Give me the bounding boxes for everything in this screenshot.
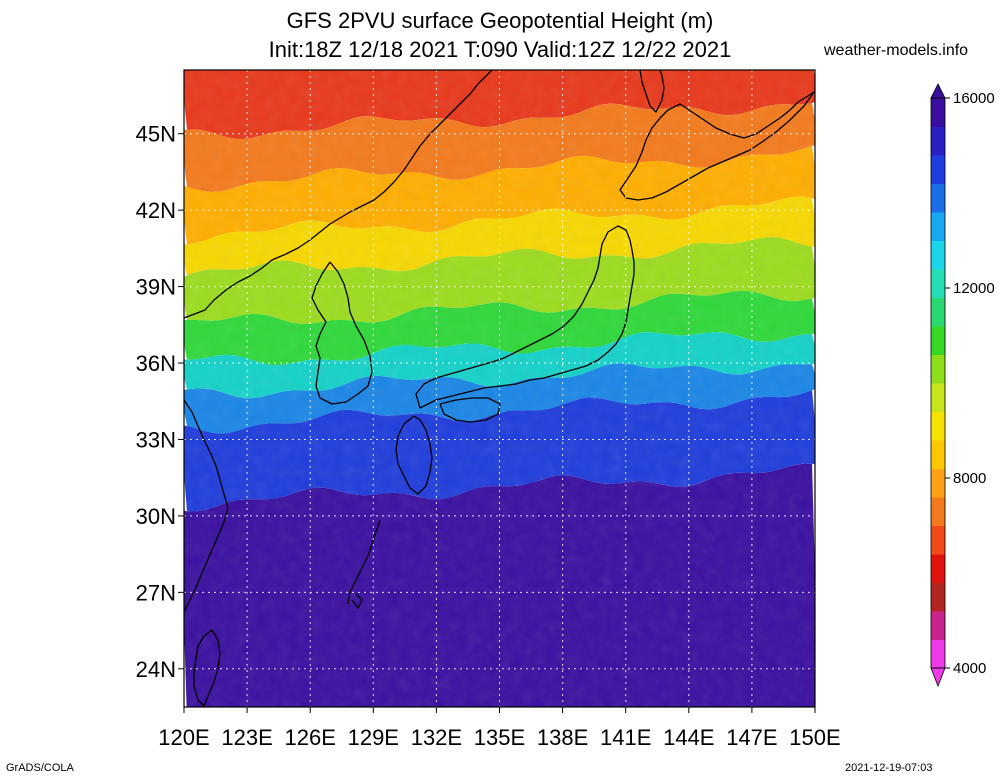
lon-tick-label: 141E [600, 725, 651, 750]
colorbar-segment [931, 240, 945, 270]
lat-tick-label: 36N [136, 351, 176, 376]
coastline-taiwan [193, 629, 221, 707]
site-credit: weather-models.info [824, 42, 969, 59]
lat-tick-label: 24N [136, 657, 176, 682]
colorbar-segment [931, 411, 945, 441]
colorbar-segment [931, 326, 945, 355]
lat-tick-label: 45N [136, 122, 176, 147]
colorbar-segment [931, 582, 945, 612]
colorbar-segment [931, 297, 945, 327]
coastline-korean-peninsula [311, 261, 373, 405]
coastlines [184, 70, 815, 707]
lon-tick-label: 126E [285, 725, 336, 750]
colorbar-segment [931, 639, 945, 669]
lon-tick-label: 129E [348, 725, 399, 750]
colorbar-segment [931, 269, 945, 298]
coastline-kyushu [395, 415, 433, 495]
colorbar-min-arrow [930, 667, 946, 688]
lon-tick-label: 135E [474, 725, 525, 750]
latitude-axis: 24N 27N 30N 33N 36N 39N 42N 45N [136, 122, 184, 682]
generation-timestamp: 2021-12-19-07:03 [845, 762, 933, 774]
lat-tick-label: 42N [136, 198, 176, 223]
colorbar-segment [931, 212, 945, 241]
coastline-hokkaido [619, 91, 815, 201]
lat-tick-label: 33N [136, 427, 176, 452]
colorbar-segment [931, 554, 945, 583]
lon-tick-label: 132E [411, 725, 462, 750]
colorbar-segment [931, 611, 945, 640]
coastline-shikoku [439, 397, 501, 423]
lon-tick-label: 150E [789, 725, 840, 750]
lat-tick-label: 27N [136, 580, 176, 605]
lon-tick-label: 144E [663, 725, 714, 750]
colorbar-segment [931, 354, 945, 384]
colorbar-label: 12000 [953, 280, 995, 297]
coastline-sakhalin [639, 70, 665, 113]
colorbar-segment [931, 98, 945, 127]
lon-tick-label: 138E [537, 725, 588, 750]
colorbar-segment [931, 468, 945, 498]
coastline-korea-china [184, 70, 493, 319]
chart-title: GFS 2PVU surface Geopotential Height (m) [286, 8, 714, 33]
software-credit: GrADS/COLA [6, 762, 74, 774]
colorbar-label: 16000 [953, 90, 995, 107]
colorbar-segment [931, 497, 945, 526]
colorbar-frame [930, 97, 946, 669]
colorbar-segment [931, 383, 945, 412]
colorbar-segment [931, 525, 945, 555]
lat-tick-label: 39N [136, 275, 176, 300]
lat-tick-label: 30N [136, 504, 176, 529]
coastline-china-east [184, 399, 229, 613]
colorbar-segment [931, 183, 945, 213]
colorbar-segment [931, 440, 945, 469]
gridlines [184, 70, 815, 707]
lon-tick-label: 147E [726, 725, 777, 750]
coastline-honshu [415, 225, 635, 409]
colorbar-label: 8000 [953, 470, 986, 487]
lon-tick-label: 120E [158, 725, 209, 750]
colorbar-label: 4000 [953, 660, 986, 677]
lon-tick-label: 123E [221, 725, 272, 750]
colorbar-segment [931, 155, 945, 184]
colorbar: 16000 12000 8000 4000 [930, 83, 995, 688]
chart-subtitle: Init:18Z 12/18 2021 T:090 Valid:12Z 12/2… [268, 37, 732, 62]
colorbar-segment [931, 126, 945, 156]
longitude-axis: 120E 123E 126E 129E 132E 135E 138E 141E 144E 147E… [158, 707, 841, 750]
coastline-ryukyu [347, 519, 381, 609]
colorbar-max-arrow [930, 83, 946, 99]
